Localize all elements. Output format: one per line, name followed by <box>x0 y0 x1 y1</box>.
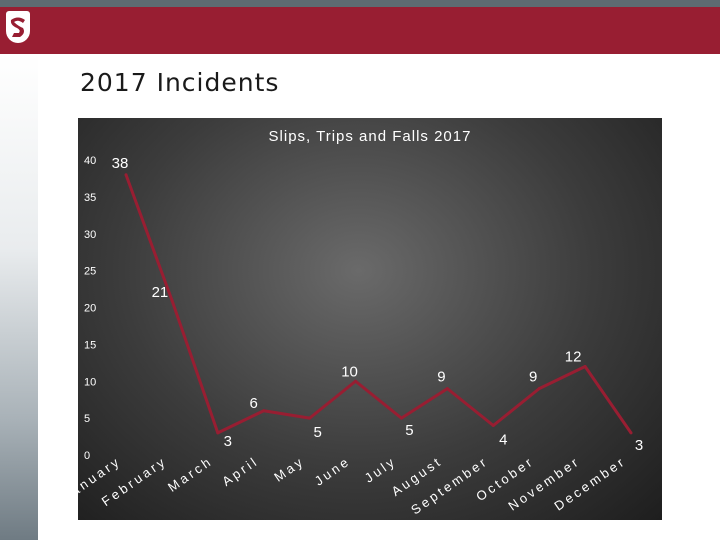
data-point <box>262 409 266 413</box>
data-label: 38 <box>112 155 129 172</box>
data-labels: 38 21 3 6 5 10 5 9 4 9 12 3 <box>112 155 644 454</box>
data-point <box>491 424 495 427</box>
y-tick-label: 30 <box>84 229 96 241</box>
y-tick-label: 10 <box>84 376 96 388</box>
y-tick-label: 15 <box>84 339 96 351</box>
data-point <box>399 416 403 420</box>
university-logo <box>6 11 30 43</box>
header-banner <box>0 7 720 54</box>
data-label: 3 <box>224 433 232 450</box>
data-label: 12 <box>565 349 582 366</box>
data-label: 21 <box>152 284 169 301</box>
series-line <box>124 174 633 435</box>
y-tick-label: 40 <box>84 155 96 167</box>
data-label: 5 <box>405 422 413 439</box>
x-tick-label: September <box>408 453 491 517</box>
x-tick-label: April <box>219 453 261 489</box>
data-point <box>354 379 358 383</box>
data-point <box>170 298 174 302</box>
data-point <box>583 365 587 368</box>
data-label: 6 <box>250 395 258 412</box>
x-tick-label: June <box>312 453 354 488</box>
x-tick-label: March <box>165 453 215 495</box>
chart-panel: Slips, Trips and Falls 2017 0 5 10 15 20 25 30… <box>78 118 662 520</box>
y-tick-label: 25 <box>84 266 96 278</box>
y-tick-label: 5 <box>84 413 90 425</box>
data-label: 3 <box>635 437 643 454</box>
line-chart: Slips, Trips and Falls 2017 051015202530… <box>78 128 644 517</box>
y-tick-label: 20 <box>84 303 96 315</box>
data-point <box>445 387 449 391</box>
top-strip <box>0 0 720 7</box>
data-label: 5 <box>313 424 321 441</box>
y-tick-label: 35 <box>84 192 96 204</box>
slide-title: 2017 Incidents <box>80 68 280 97</box>
data-point <box>537 387 541 391</box>
side-gradient-bar <box>0 54 38 540</box>
data-point <box>629 431 633 435</box>
y-axis: 0 5 10 15 20 25 30 35 40 <box>84 155 96 462</box>
data-point <box>216 431 220 435</box>
data-label: 10 <box>341 363 358 380</box>
x-tick-label: May <box>271 453 307 485</box>
data-label: 9 <box>437 369 445 386</box>
data-point <box>308 416 312 420</box>
data-label: 4 <box>499 432 507 449</box>
data-point <box>124 173 128 177</box>
data-label: 9 <box>529 369 537 386</box>
chart-title: Slips, Trips and Falls 2017 <box>269 128 472 145</box>
x-tick-label: July <box>362 453 399 485</box>
y-tick-label: 0 <box>84 450 90 462</box>
